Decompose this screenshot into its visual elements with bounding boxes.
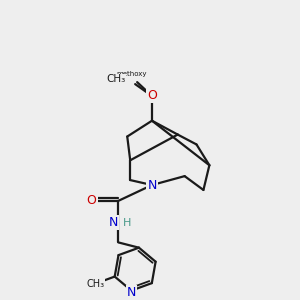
Text: N: N: [127, 286, 136, 299]
Text: O: O: [147, 89, 157, 103]
Text: N: N: [147, 178, 157, 191]
Text: O: O: [87, 194, 97, 207]
Text: CH₃: CH₃: [106, 74, 125, 84]
Text: methoxy: methoxy: [116, 71, 146, 77]
Text: H: H: [123, 218, 131, 228]
Text: N: N: [109, 216, 118, 229]
Text: CH₃: CH₃: [86, 279, 104, 289]
